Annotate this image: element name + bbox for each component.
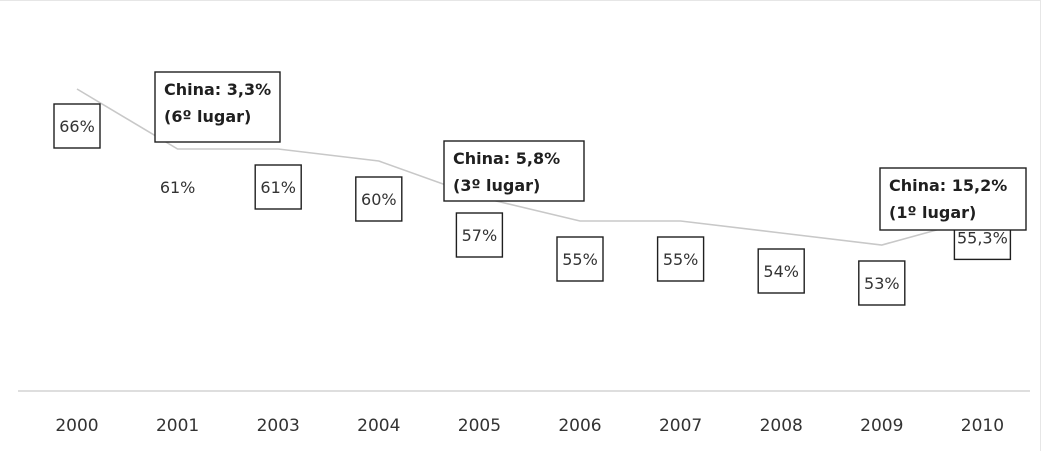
data-label-box (355, 176, 403, 222)
x-tick-label-2004: 2004 (357, 416, 400, 436)
data-labels: 66% 61% 61% 60% 57% 55% 55% 54% 53% 55,3% (53, 103, 1012, 306)
data-label-2007: 55% (656, 236, 705, 282)
data-label-box (556, 236, 604, 282)
data-label-box (455, 212, 504, 258)
annotation-line-2: (6º lugar) (164, 107, 251, 126)
data-label-2005: 57% (455, 212, 504, 258)
data-label-text: 53% (864, 274, 900, 293)
x-tick-label-2010: 2010 (961, 416, 1004, 436)
data-label-text: 55,3% (957, 228, 1008, 247)
data-label-text: 61% (160, 178, 196, 197)
data-label-2009: 53% (858, 260, 906, 306)
data-label-2006: 55% (556, 236, 604, 282)
x-tick-label-2000: 2000 (55, 416, 98, 436)
x-tick-label-2009: 2009 (860, 416, 903, 436)
annotation-box (879, 167, 1027, 231)
data-label-text: 57% (462, 226, 498, 245)
data-label-text: 55% (663, 250, 699, 269)
data-label-box (53, 103, 101, 149)
x-tick-label-2005: 2005 (458, 416, 501, 436)
annotation-line-1: China: 15,2% (889, 176, 1007, 195)
annotation-box (154, 71, 281, 143)
annotation-2005: China: 5,8% (3º lugar) (443, 140, 585, 202)
data-label-text: 54% (763, 262, 799, 281)
x-tick-label-2003: 2003 (257, 416, 300, 436)
data-label-text: 61% (260, 178, 296, 197)
annotation-line-1: China: 3,3% (164, 80, 271, 99)
series-line (76, 88, 983, 246)
data-label-text: 60% (361, 190, 397, 209)
data-label-2004: 60% (355, 176, 403, 222)
annotation-line-2: (3º lugar) (453, 176, 540, 195)
data-label-2003: 61% (254, 164, 302, 210)
data-label-box (254, 164, 302, 210)
data-label-text: 66% (59, 117, 95, 136)
data-label-box (656, 236, 705, 282)
x-tick-label-2006: 2006 (558, 416, 601, 436)
data-label-box (858, 260, 906, 306)
data-label-text: 55% (562, 250, 598, 269)
data-label-2008: 54% (757, 248, 805, 294)
x-tick-label-2008: 2008 (760, 416, 803, 436)
x-axis-ticks: 2000 2001 2003 2004 2005 2006 2007 2008 2009 2010 (55, 416, 1004, 436)
data-label-2000: 66% (53, 103, 101, 149)
data-label-2001: 61% (160, 178, 196, 197)
x-tick-label-2001: 2001 (156, 416, 199, 436)
annotation-box (443, 140, 585, 202)
x-tick-label-2007: 2007 (659, 416, 702, 436)
annotation-line-1: China: 5,8% (453, 149, 560, 168)
annotation-2009: China: 15,2% (1º lugar) (879, 167, 1027, 231)
annotation-line-2: (1º lugar) (889, 203, 976, 222)
data-label-box (757, 248, 805, 294)
annotations: China: 3,3% (6º lugar) China: 5,8% (3º luga… (154, 71, 1027, 231)
annotation-2001: China: 3,3% (6º lugar) (154, 71, 281, 143)
